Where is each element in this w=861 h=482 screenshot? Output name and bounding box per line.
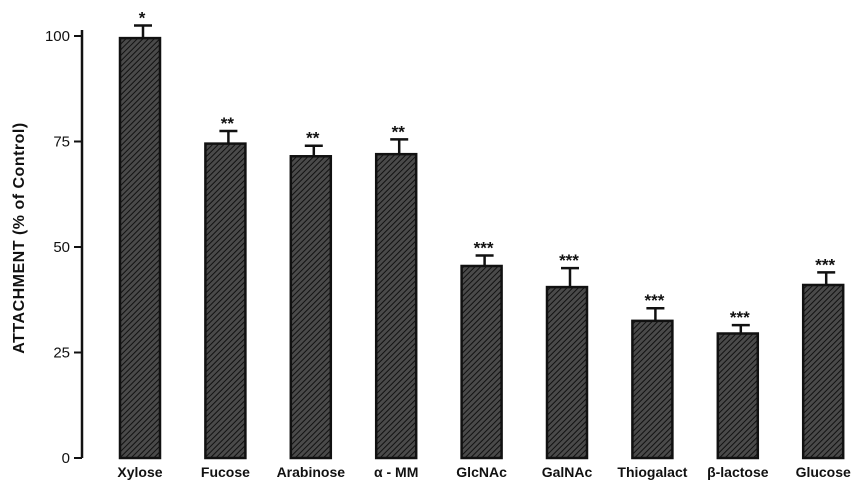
category-label: GalNAc (542, 464, 593, 480)
bars: ***** ***************** (118, 8, 845, 460)
significance-marker: ** (221, 114, 235, 133)
bar (631, 319, 674, 460)
significance-marker: * (139, 8, 146, 27)
axes: 0 25 50 75 100 (45, 28, 84, 467)
bar (545, 285, 589, 460)
y-tick-label: 50 (53, 239, 70, 256)
category-labels: Xylose Fucose Arabinose α - MM GlcNAc GalNAc T… (117, 464, 851, 480)
significance-marker: *** (559, 251, 579, 270)
y-tick-label: 25 (53, 345, 70, 362)
significance-marker: ** (392, 122, 406, 141)
bar (374, 152, 418, 460)
significance-marker: ** (306, 129, 320, 148)
significance-marker: *** (644, 291, 664, 310)
bar (204, 142, 247, 460)
category-label: Fucose (201, 464, 250, 480)
significance-marker: *** (474, 238, 494, 257)
y-tick-label: 75 (53, 134, 70, 151)
bar (118, 36, 162, 460)
significance-marker: *** (815, 255, 835, 274)
category-label: Glucose (796, 464, 851, 480)
category-label: GlcNAc (456, 464, 507, 480)
bar (460, 264, 503, 460)
bar (289, 155, 333, 460)
y-tick-label: 100 (45, 28, 70, 45)
bar (801, 283, 845, 460)
category-label: β-lactose (707, 464, 769, 480)
significance-marker: *** (730, 308, 750, 327)
y-axis-label: ATTACHMENT (% of Control) (11, 122, 28, 353)
y-tick-label: 0 (62, 450, 70, 467)
category-label: Thiogalact (617, 464, 687, 480)
category-label: Arabinose (277, 464, 346, 480)
category-label: α - MM (374, 464, 418, 480)
bar (716, 332, 760, 460)
category-label: Xylose (117, 464, 162, 480)
